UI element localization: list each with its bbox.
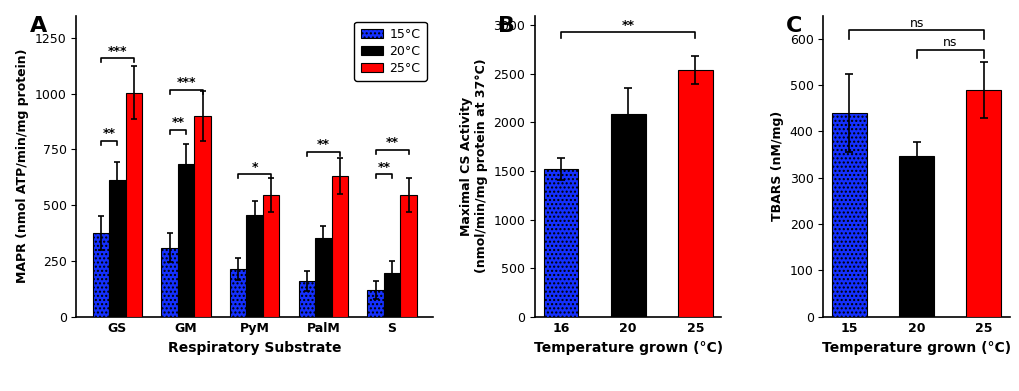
X-axis label: Temperature grown (°C): Temperature grown (°C) <box>533 341 722 355</box>
Bar <box>367 290 383 317</box>
Bar <box>125 93 142 317</box>
Text: ns: ns <box>909 16 923 30</box>
Bar <box>678 70 712 317</box>
Bar <box>177 164 195 317</box>
Bar <box>230 269 247 317</box>
Bar <box>109 179 125 317</box>
Text: B: B <box>497 16 515 36</box>
Text: **: ** <box>622 19 634 32</box>
Bar <box>161 248 177 317</box>
Legend: 15°C, 20°C, 25°C: 15°C, 20°C, 25°C <box>355 22 426 81</box>
Text: **: ** <box>317 138 329 151</box>
Bar <box>383 273 399 317</box>
Text: ***: *** <box>176 76 196 89</box>
X-axis label: Temperature grown (°C): Temperature grown (°C) <box>821 341 1010 355</box>
Bar <box>399 195 417 317</box>
Bar <box>263 195 279 317</box>
Bar <box>965 90 1001 317</box>
Text: ns: ns <box>943 36 957 49</box>
Text: **: ** <box>171 116 184 129</box>
Text: **: ** <box>103 127 115 140</box>
Bar <box>899 156 933 317</box>
Text: *: * <box>252 161 258 174</box>
Text: ***: *** <box>108 45 127 58</box>
X-axis label: Respiratory Substrate: Respiratory Substrate <box>168 341 341 355</box>
Bar <box>543 169 578 317</box>
Y-axis label: Maximal CS Activity
(nmol/min/mg protein at 37°C): Maximal CS Activity (nmol/min/mg protein… <box>460 59 487 273</box>
Bar <box>832 113 866 317</box>
Text: A: A <box>31 16 47 36</box>
Y-axis label: TBARS (nM/mg): TBARS (nM/mg) <box>770 111 784 221</box>
Text: C: C <box>786 16 802 36</box>
Bar <box>247 215 263 317</box>
Bar <box>331 176 347 317</box>
Bar <box>610 114 645 317</box>
Y-axis label: MAPR (nmol ATP/min/mg protein): MAPR (nmol ATP/min/mg protein) <box>16 49 30 283</box>
Bar <box>93 233 109 317</box>
Bar <box>299 281 315 317</box>
Bar <box>315 238 331 317</box>
Text: **: ** <box>385 136 398 149</box>
Bar <box>195 116 211 317</box>
Text: **: ** <box>377 161 390 174</box>
